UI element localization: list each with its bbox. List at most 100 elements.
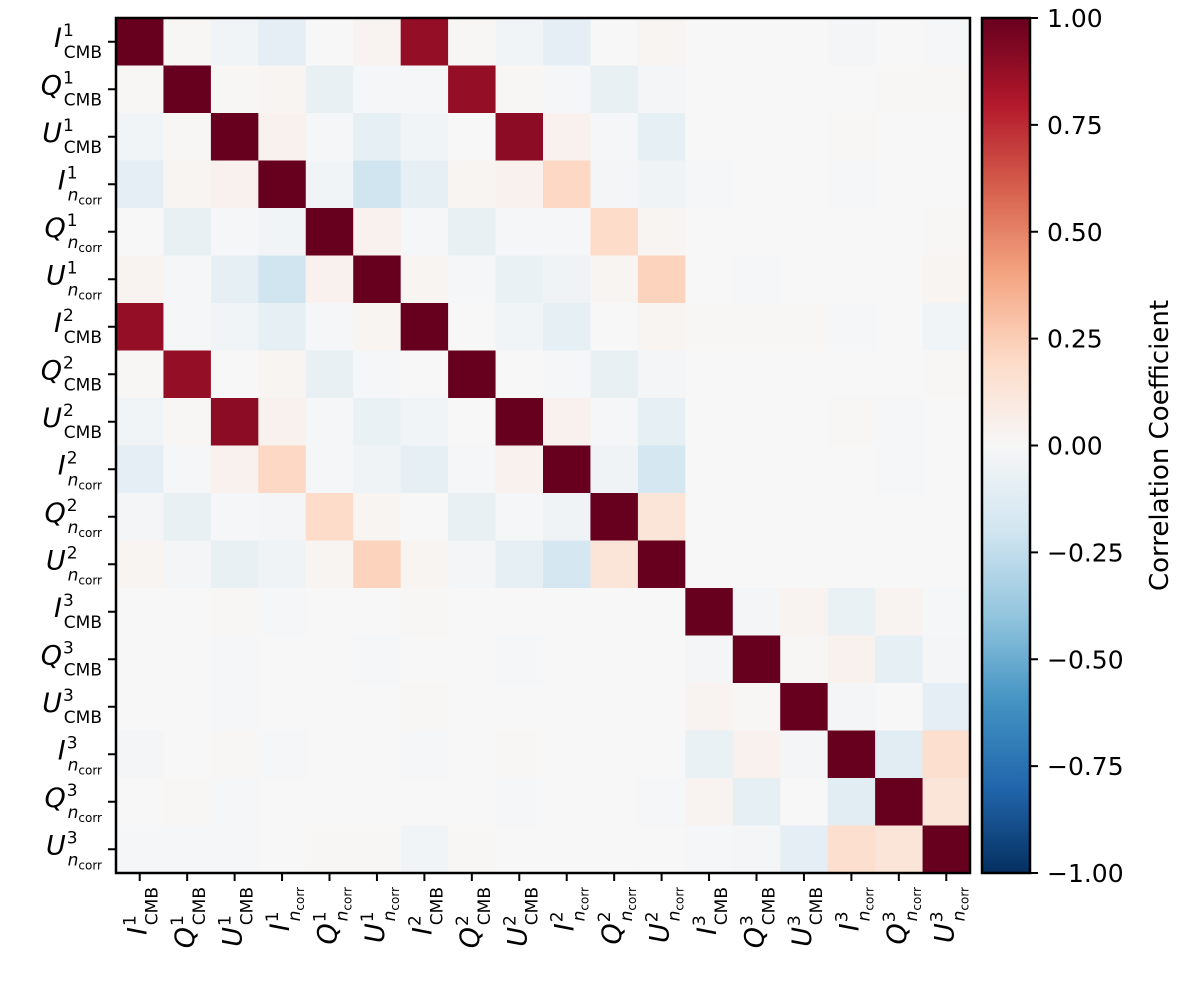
heatmap-cell-0-11: [637, 18, 686, 67]
heatmap-cell-2-9: [543, 113, 592, 162]
plot-frame: [114, 16, 972, 875]
heatmap-cell-10-14: [780, 493, 829, 542]
tick-label-subscript: CMB: [760, 887, 780, 925]
tick-label-base: Q: [41, 640, 62, 671]
x-tick-label-group: U1 CMB: [216, 887, 258, 947]
heatmap-cell-8-14: [780, 398, 829, 447]
heatmap-cell-12-8: [495, 588, 544, 637]
colorbar-tick-label: −0.50: [1047, 645, 1124, 674]
heatmap-cell-8-7: [448, 398, 497, 447]
heatmap-cell-12-14: [780, 588, 829, 637]
heatmap-cell-9-13: [732, 445, 781, 494]
heatmap-cell-8-8: [495, 398, 544, 447]
heatmap-cell-12-4: [305, 588, 354, 637]
heatmap-cell-2-13: [732, 113, 781, 162]
heatmap-cell-12-15: [827, 588, 876, 637]
colorbar-tick-label: −1.00: [1047, 859, 1124, 888]
tick-label-subscript: CMB: [475, 887, 495, 925]
y-tick-label: Q3 ncorr: [45, 781, 103, 825]
tick-label-superscript: 2: [67, 543, 78, 563]
tick-label-subscript: CMB: [64, 423, 102, 443]
heatmap-cell-11-5: [353, 540, 402, 589]
heatmap-cell-15-14: [780, 730, 829, 779]
y-tick-label: I1 ncorr: [58, 163, 102, 207]
tick-label-subscript: n: [665, 911, 685, 922]
heatmap-cell-5-7: [448, 255, 497, 304]
heatmap-cell-1-6: [400, 65, 449, 114]
heatmap-cell-2-7: [448, 113, 497, 162]
heatmap-cell-0-14: [780, 18, 829, 67]
heatmap-cell-4-11: [637, 208, 686, 257]
heatmap-cell-11-9: [543, 540, 592, 589]
tick-label-subsubscript: corr: [78, 241, 102, 255]
heatmap-cell-5-13: [732, 255, 781, 304]
tick-label-subsubscript: corr: [78, 573, 102, 587]
heatmap-cell-2-12: [685, 113, 734, 162]
tick-label-base: I: [692, 927, 723, 935]
colorbar-ticks: 1.00 0.75 0.50 0.25 0.00 −0.25 −0.50 −0.75 −1.00: [1030, 4, 1124, 888]
tick-label-superscript: 3: [63, 638, 74, 658]
heatmap-cell-16-5: [353, 778, 402, 827]
heatmap-cell-8-5: [353, 398, 402, 447]
heatmap-cell-4-16: [875, 208, 924, 257]
tick-label-base: I: [58, 165, 66, 196]
tick-label-subsubscript: corr: [957, 887, 971, 911]
tick-label-subsubscript: corr: [293, 887, 307, 911]
heatmap-cell-7-5: [353, 350, 402, 399]
tick-label-subscript: CMB: [807, 887, 827, 925]
heatmap-cell-17-7: [448, 825, 497, 874]
tick-label-subscript: CMB: [64, 43, 102, 63]
heatmap-cell-14-12: [685, 683, 734, 732]
heatmap-cell-17-10: [590, 825, 639, 874]
tick-label-subsubscript: corr: [78, 811, 102, 825]
heatmap-cell-16-1: [163, 778, 212, 827]
tick-label-subscript: CMB: [64, 660, 102, 680]
tick-label-superscript: 2: [453, 915, 473, 926]
heatmap-cell-8-16: [875, 398, 924, 447]
heatmap-cell-1-11: [637, 65, 686, 114]
tick-label-base: U: [645, 923, 676, 943]
x-tick-label: I2 ncorr: [548, 887, 592, 931]
tick-label-superscript: 3: [67, 828, 78, 848]
heatmap-cell-9-16: [875, 445, 924, 494]
heatmap-cell-9-11: [637, 445, 686, 494]
heatmap-cell-5-15: [827, 255, 876, 304]
heatmap-cell-7-8: [495, 350, 544, 399]
tick-label-superscript: 1: [311, 911, 331, 922]
heatmap-cell-0-8: [495, 18, 544, 67]
tick-label-superscript: 2: [500, 915, 520, 926]
heatmap-cell-1-10: [590, 65, 639, 114]
heatmap-cell-7-4: [305, 350, 354, 399]
heatmap-cell-17-8: [495, 825, 544, 874]
heatmap-cell-1-4: [305, 65, 354, 114]
tick-label-superscript: 1: [63, 21, 74, 41]
heatmap-cell-8-12: [685, 398, 734, 447]
heatmap-cell-3-9: [543, 160, 592, 209]
heatmap-cell-1-16: [875, 65, 924, 114]
tick-label-base: Q: [45, 213, 66, 244]
heatmap-cell-12-1: [163, 588, 212, 637]
x-tick-label-group: I3 CMB: [690, 887, 732, 935]
heatmap-cell-6-14: [780, 303, 829, 352]
heatmap-cell-17-9: [543, 825, 592, 874]
heatmap-cell-1-12: [685, 65, 734, 114]
heatmap-cell-8-11: [637, 398, 686, 447]
heatmap-cell-12-12: [685, 588, 734, 637]
x-tick-label: I1 ncorr: [263, 887, 307, 931]
heatmap-cell-16-9: [543, 778, 592, 827]
tick-label-superscript: 1: [168, 915, 188, 926]
heatmap-cell-9-14: [780, 445, 829, 494]
heatmap-cell-11-16: [875, 540, 924, 589]
heatmap-cell-13-3: [258, 635, 307, 684]
x-tick-label: Q2 CMB: [453, 887, 495, 948]
tick-label-subscript: n: [68, 518, 79, 538]
tick-label-subscript: n: [949, 911, 969, 922]
heatmap-cell-8-17: [922, 398, 971, 447]
x-tick-label: U2 CMB: [500, 887, 542, 947]
heatmap-cell-14-6: [400, 683, 449, 732]
heatmap-cell-5-3: [258, 255, 307, 304]
tick-label-superscript: 2: [595, 911, 615, 922]
heatmap-cell-5-5: [353, 255, 402, 304]
heatmap-cell-14-3: [258, 683, 307, 732]
